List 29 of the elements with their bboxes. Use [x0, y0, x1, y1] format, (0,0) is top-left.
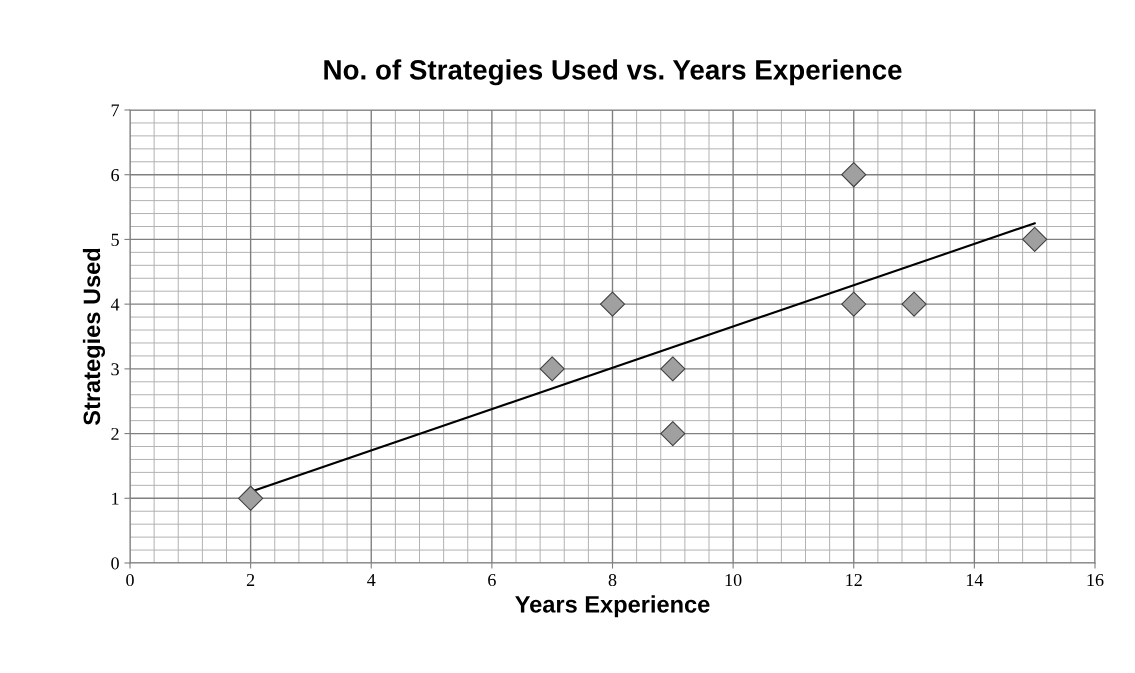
y-tick-label: 2	[111, 427, 119, 440]
point	[1022, 226, 1048, 253]
x-tick-label: 12	[846, 573, 862, 586]
y-tick-label: 7	[111, 104, 120, 117]
point	[841, 162, 867, 188]
point	[841, 291, 867, 317]
x-tick-label: 14	[966, 574, 984, 586]
x-tick-label: 4	[367, 574, 376, 586]
x-tick-label: 16	[1087, 573, 1104, 587]
point	[901, 291, 927, 317]
y-tick-label: 5	[111, 233, 119, 246]
x-tick-label: 0	[126, 573, 134, 587]
y-axis-title: Strategies Used	[82, 248, 105, 426]
x-tick-label: 8	[608, 573, 617, 587]
point	[238, 485, 264, 511]
point	[539, 356, 565, 382]
x-tick-label: 10	[725, 573, 742, 587]
y-tick-label: 6	[111, 169, 120, 182]
y-tick-label: 0	[111, 557, 119, 570]
x-axis-title: Years Experience	[515, 595, 710, 618]
point	[599, 291, 626, 317]
chart-title: No. of Strategies Used vs. Years Experience	[324, 59, 902, 86]
point	[660, 420, 686, 447]
x-tick-label: 2	[246, 573, 255, 586]
y-tick-label: 3	[111, 363, 119, 376]
y-tick-label: 4	[110, 298, 120, 311]
y-tick-label: 1	[112, 492, 119, 505]
point	[660, 356, 686, 382]
x-tick-label: 6	[488, 573, 496, 587]
